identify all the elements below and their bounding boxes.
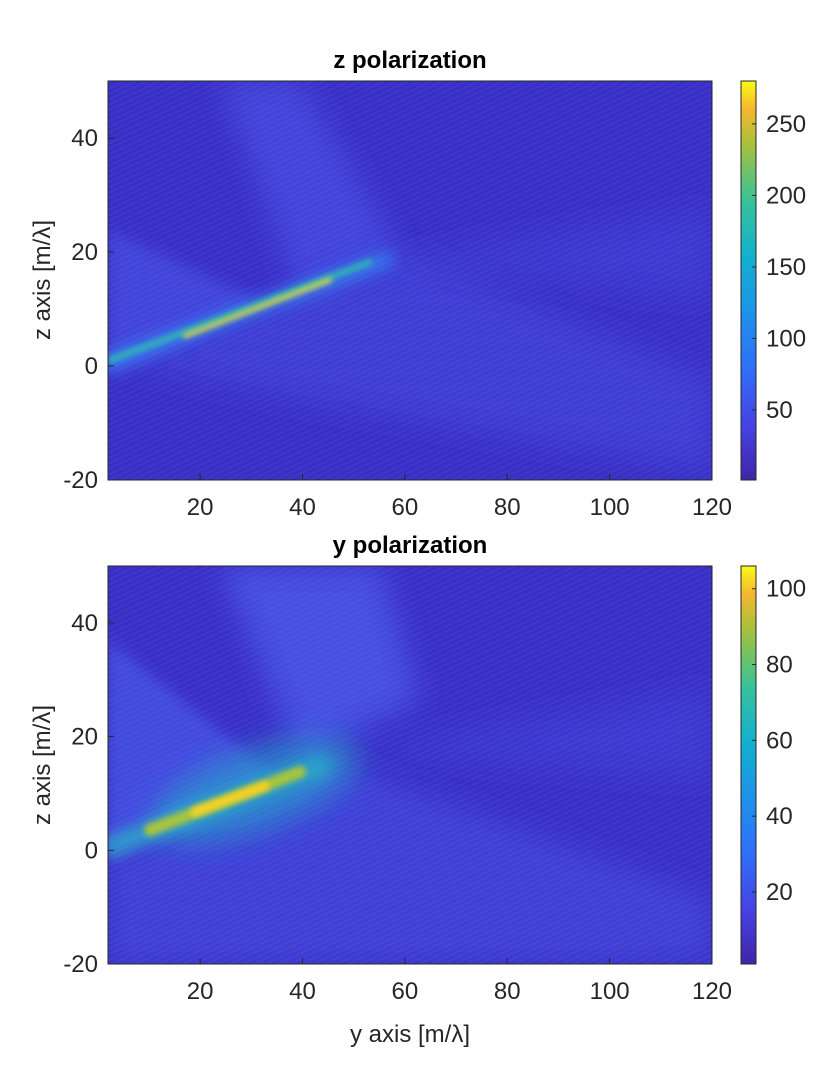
bottom-colorbar-tick-label: 100 [766,576,806,603]
bottom-y-tick-label: 20 [71,724,98,751]
bottom-title: y polarization [333,532,488,559]
top-y-tick-label: 20 [71,239,98,266]
bottom-heatmap [108,566,712,964]
top-colorbar-tick-label: 50 [766,397,793,424]
top-y-tick-label: 40 [71,125,98,152]
bottom-interference-ripple [108,566,712,964]
top-y-tick-label: 0 [85,353,98,380]
bottom-colorbar-tick-label: 20 [766,879,793,906]
top-colorbar [740,80,757,481]
bottom-x-tick-label: 100 [590,978,630,1005]
bottom-x-axis-label: y axis [m/λ] [350,1021,470,1048]
top-colorbar-ticks: 50 100 150 200 250 [752,111,806,424]
top-beam [108,259,373,363]
bottom-x-axis: 20 40 60 80 100 120 [187,958,732,1005]
top-y-axis: -20 0 20 40 [63,125,114,494]
top-plot-frame [107,80,713,481]
bottom-colorbar-ticks: 20 40 60 80 100 [752,576,806,906]
top-colorbar-tick-label: 200 [766,182,806,209]
top-heatmap [108,81,712,480]
top-beam-core [183,278,332,338]
bottom-colorbar-tick-label: 80 [766,652,793,679]
top-colorbar-tick-label: 150 [766,254,806,281]
top-x-axis: 20 40 60 80 100 120 [187,474,732,521]
bottom-y-axis-label: z axis [m/λ] [29,705,56,825]
bottom-x-tick-label: 120 [692,978,732,1005]
bottom-y-tick-label: 0 [85,837,98,864]
top-y-tick-label: -20 [63,467,98,494]
top-x-tick-label: 60 [392,494,419,521]
top-title: z polarization [333,47,486,74]
top-colorbar-tick-label: 100 [766,325,806,352]
top-x-tick-label: 120 [692,494,732,521]
top-x-tick-label: 100 [590,494,630,521]
top-panel: z polarization 20 40 60 80 100 120 -20 0 20 40 z… [29,47,806,521]
bottom-y-tick-label: -20 [63,951,98,978]
top-x-tick-label: 20 [187,494,214,521]
bottom-x-tick-label: 60 [392,978,419,1005]
bottom-beam-core [190,781,270,817]
bottom-x-tick-label: 40 [289,978,316,1005]
bottom-colorbar [740,565,757,965]
bottom-y-tick-label: 40 [71,610,98,637]
top-interference-ripple [108,81,712,480]
bottom-colorbar-tick-label: 40 [766,803,793,830]
top-colorbar-tick-label: 250 [766,111,806,138]
bottom-x-tick-label: 20 [187,978,214,1005]
bottom-x-tick-label: 80 [494,978,521,1005]
top-x-tick-label: 40 [289,494,316,521]
top-x-tick-label: 80 [494,494,521,521]
bottom-y-axis: -20 0 20 40 [63,610,114,978]
bottom-colorbar-tick-label: 60 [766,727,793,754]
bottom-plot-frame [107,565,713,965]
bottom-panel: y polarization 20 40 60 80 100 120 -20 0 20 40 z… [29,532,806,1048]
top-y-axis-label: z axis [m/λ] [29,220,56,340]
